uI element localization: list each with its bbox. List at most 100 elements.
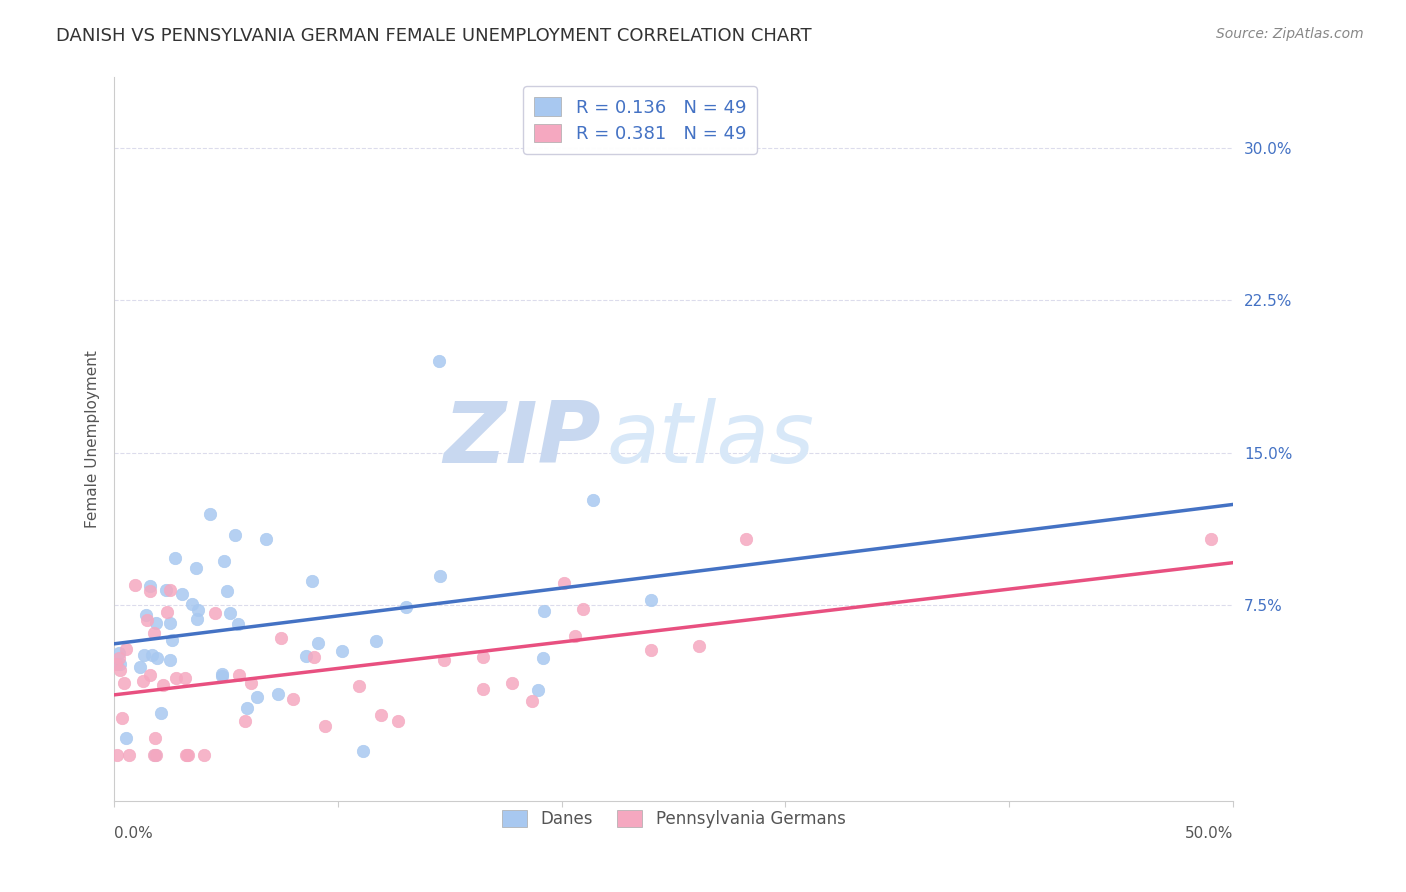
Point [135,608,157,623]
Point [520,693,543,707]
Point [352,744,374,758]
Point [159,653,181,667]
Point [527,683,550,698]
Point [174,671,197,685]
Point [128,659,150,673]
Point [347,679,370,693]
Point [270,631,292,645]
Point [139,667,162,681]
Point [472,650,495,665]
Point [472,681,495,696]
Point [228,667,250,681]
Point [174,747,197,762]
Point [395,600,418,615]
Point [132,648,155,662]
Y-axis label: Female Unemployment: Female Unemployment [86,351,100,528]
Point [156,605,179,619]
Point [433,652,456,666]
Point [107,646,129,660]
Point [314,719,336,733]
Point [533,604,555,618]
Point [387,714,409,728]
Point [301,574,323,589]
Text: 0.0%: 0.0% [114,826,153,841]
Point [302,649,325,664]
Point [143,626,166,640]
Point [366,633,388,648]
Point [233,714,256,729]
Point [115,731,138,745]
Text: DANISH VS PENNSYLVANIA GERMAN FEMALE UNEMPLOYMENT CORRELATION CHART: DANISH VS PENNSYLVANIA GERMAN FEMALE UNE… [56,27,811,45]
Point [177,747,200,762]
Legend: Danes, Pennsylvania Germans: Danes, Pennsylvania Germans [494,802,853,837]
Point [105,657,128,671]
Point [198,507,221,521]
Point [429,569,451,583]
Point [111,711,134,725]
Point [181,597,204,611]
Point [236,701,259,715]
Point [146,651,169,665]
Point [160,633,183,648]
Point [143,747,166,762]
Point [105,657,128,672]
Point [226,616,249,631]
Point [118,747,141,762]
Point [159,582,181,597]
Point [281,692,304,706]
Point [186,612,208,626]
Point [108,664,131,678]
Point [224,528,246,542]
Point [145,731,167,746]
Point [124,578,146,592]
Point [564,629,586,643]
Point [105,747,128,762]
Point [295,649,318,664]
Point [640,593,662,607]
Point [267,687,290,701]
Point [170,587,193,601]
Point [211,669,233,683]
Point [159,615,181,630]
Point [187,602,209,616]
Point [143,747,166,762]
Point [217,583,239,598]
Point [204,607,226,621]
Point [219,606,242,620]
Point [108,651,131,665]
Point [735,532,758,546]
Point [370,707,392,722]
Point [427,354,450,368]
Point [141,648,163,662]
Point [193,747,215,762]
Text: 50.0%: 50.0% [1185,826,1233,841]
Point [254,532,277,546]
Point [553,575,575,590]
Point [1199,532,1222,546]
Point [533,650,555,665]
Text: Source: ZipAtlas.com: Source: ZipAtlas.com [1216,27,1364,41]
Point [135,613,157,627]
Point [108,657,131,671]
Point [132,673,155,688]
Text: atlas: atlas [606,398,814,481]
Point [115,642,138,657]
Point [211,667,233,681]
Point [165,672,187,686]
Point [212,554,235,568]
Point [640,643,662,657]
Point [571,601,593,615]
Point [145,616,167,631]
Point [245,690,267,704]
Point [152,678,174,692]
Point [150,706,173,720]
Point [163,551,186,566]
Point [582,493,605,508]
Point [240,676,263,690]
Point [145,747,167,762]
Point [176,747,198,762]
Point [307,636,329,650]
Point [155,582,177,597]
Point [330,644,353,658]
Point [501,675,523,690]
